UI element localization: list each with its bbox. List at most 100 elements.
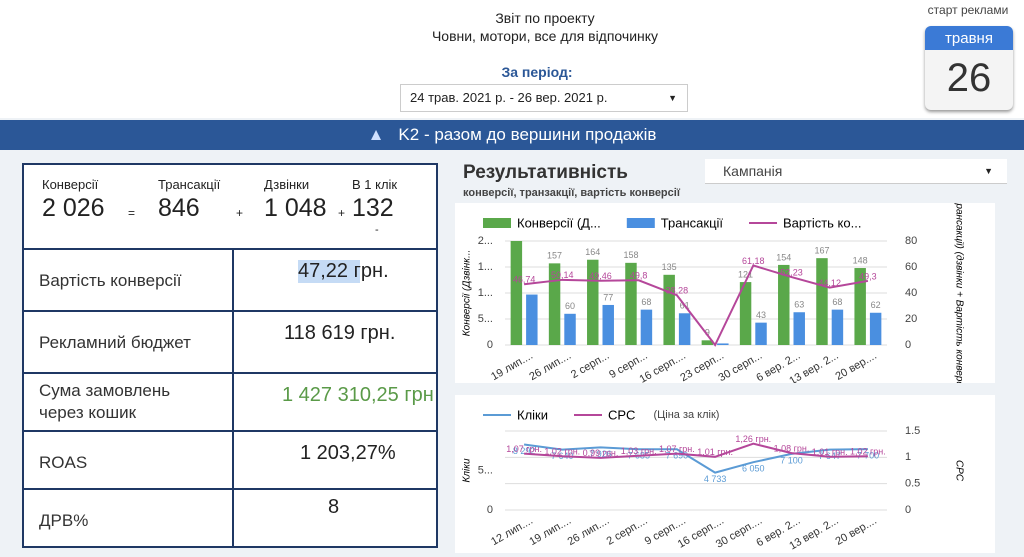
y2-tick-label: 20 (905, 313, 917, 325)
data-label: 158 (623, 250, 638, 260)
calendar-month: травня (925, 26, 1013, 50)
section-title: Результативність (463, 162, 628, 183)
filter-label: Кампанія (723, 163, 783, 179)
kpi-label: Конверсії (42, 177, 99, 192)
data-label: 1,01 грн. (697, 447, 733, 457)
x-tick-label: 26 лип.... (566, 515, 612, 548)
y2-tick-label: 80 (905, 235, 917, 247)
legend-label: Вартість ко... (783, 215, 861, 230)
report-title: Звіт по проекту (495, 10, 595, 26)
y-tick-label: 0 (487, 504, 493, 516)
data-label: 77 (603, 292, 613, 302)
y2-axis-title: трансакції) (дзвінки + Вартість конверсі… (953, 203, 964, 383)
data-label: 135 (662, 262, 677, 272)
data-label: 7 926 (589, 449, 612, 459)
bar (640, 309, 653, 345)
bar (564, 313, 576, 345)
dropdown-arrow: ▼ (668, 93, 677, 103)
legend-swatch (626, 218, 655, 228)
x-tick-label: 26 лип.... (527, 350, 573, 383)
x-tick-label: 2 серп.... (605, 515, 650, 548)
x-tick-label: 19 лип.... (527, 515, 573, 548)
metric-value: 1 203,27% (300, 442, 396, 464)
metric-label: Сума замовлень через кошик (39, 381, 171, 422)
data-label: 164 (585, 247, 600, 257)
kpi-label: Трансакції (158, 177, 221, 192)
metric-value: 1 427 310,25 грн (282, 384, 434, 406)
data-label: 38,28 (666, 286, 689, 296)
bar (755, 322, 767, 345)
metric-value: 118 619 грн. (284, 322, 396, 344)
metric-value: 8 (328, 496, 340, 518)
x-tick-label: 20 вер.... (833, 515, 878, 548)
metric-label: ДРВ% (39, 511, 89, 530)
period-picker[interactable]: 24 трав. 2021 р. - 26 вер. 2021 р. ▼ (400, 84, 688, 112)
y-tick-label: 1... (478, 287, 493, 299)
kpi-value: 1 048 (264, 194, 327, 222)
data-label: 7 690 (666, 451, 689, 461)
campaign-filter[interactable]: Кампанія ▼ (705, 159, 1007, 184)
bar (678, 313, 691, 345)
legend-label: Кліки (517, 407, 548, 422)
data-label: 167 (814, 246, 829, 256)
data-label: 7 700 (857, 451, 880, 461)
bar (854, 268, 866, 345)
data-label: 61,18 (742, 256, 765, 266)
y-tick-label: 2... (478, 235, 493, 247)
kpi-panel (22, 163, 438, 548)
banner: ▲ K2 - разом до вершини продажів (0, 120, 1024, 150)
section-subtitle: конверсії, транзакції, вартість конверсі… (463, 187, 680, 199)
data-label: 1,02 грн. (850, 447, 886, 457)
bar (548, 263, 561, 345)
bar (717, 343, 729, 345)
performance-chart: 0 20 40 60 80 0 5... 1... 1... 2... Конверсії (Дзв… (455, 203, 995, 383)
bar (816, 258, 828, 345)
bar (793, 312, 805, 345)
kpi-note: - (375, 224, 379, 236)
banner-text: K2 - разом до вершини продажів (398, 125, 657, 144)
y2-tick-label: 60 (905, 261, 917, 273)
metric-label: ROAS (39, 453, 88, 472)
metric-row (22, 488, 438, 490)
bar (602, 304, 614, 345)
y-tick-label: 1... (478, 261, 493, 273)
legend-label: Трансакції (661, 215, 724, 230)
line (524, 442, 868, 459)
data-label: 0,99 грн. (583, 448, 619, 458)
bar (739, 282, 752, 345)
bar (831, 309, 844, 345)
data-label: 68 (832, 297, 842, 307)
bar (663, 274, 675, 345)
calendar-day: 26 (946, 56, 992, 100)
data-label: 6 050 (742, 464, 765, 474)
data-label: 1,02 грн. (544, 447, 580, 457)
bar (526, 294, 538, 345)
metric-label: Вартість конверсії (39, 271, 182, 290)
x-tick-label: 2 серп... (569, 350, 611, 381)
y2-tick-label: 40 (905, 287, 917, 299)
logo: ▲ (367, 125, 385, 144)
data-label: 121 (738, 269, 753, 279)
kpi-operator: + (338, 206, 346, 220)
y-axis-title: Конверсії (Дзвінк... (462, 250, 473, 337)
y2-axis-title: CPC (953, 460, 964, 482)
bar (701, 340, 714, 345)
data-label: 52,23 (780, 267, 803, 277)
data-label: 154 (776, 252, 791, 262)
y2-tick-label: 0 (905, 339, 911, 351)
period-label: За період: (501, 64, 573, 80)
kpi-value: 2 026 (42, 194, 105, 222)
legend-label: Конверсії (Д... (517, 215, 601, 230)
data-label: 148 (853, 255, 868, 265)
data-label: 49,8 (630, 271, 648, 281)
data-label: 62 (871, 300, 881, 310)
clicks-cpc-chart: 0 0.5 1 1.5 0 5... Кліки CPC 12 лип....19 лип...… (455, 395, 995, 553)
data-label: 49,3 (859, 271, 877, 281)
bar (778, 264, 790, 345)
bar (587, 259, 599, 345)
data-label: 1,07 грн. (659, 444, 695, 454)
legend-label: CPC (608, 407, 635, 422)
data-label: 63 (794, 300, 804, 310)
y2-tick-label: 1 (905, 451, 911, 463)
data-label: 68 (641, 297, 651, 307)
